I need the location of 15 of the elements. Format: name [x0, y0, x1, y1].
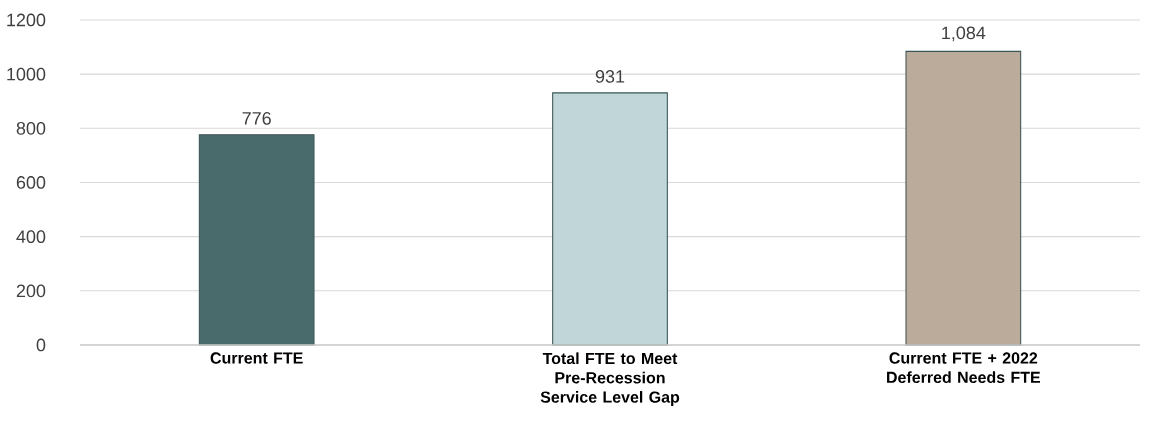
- y-tick-label: 1200: [7, 13, 46, 27]
- y-tick-label: 400: [16, 230, 46, 244]
- x-tick-label: Current FTE + 2022 Deferred Needs FTE: [887, 352, 1041, 384]
- x-tick-label: Total FTE to Meet Pre-Recession Service Level Gap: [540, 352, 680, 406]
- x-tick-label: Current FTE: [210, 352, 303, 364]
- bar: [198, 134, 315, 346]
- bar: [905, 50, 1022, 346]
- data-label: 931: [595, 70, 625, 83]
- y-tick-label: 1000: [7, 67, 46, 81]
- y-tick-label: 0: [36, 338, 46, 352]
- y-tick-label: 600: [16, 176, 46, 189]
- y-tick-label: 200: [16, 284, 46, 298]
- y-tick-label: 800: [16, 121, 46, 135]
- data-label: 776: [242, 112, 271, 125]
- data-label: 1,084: [942, 26, 986, 42]
